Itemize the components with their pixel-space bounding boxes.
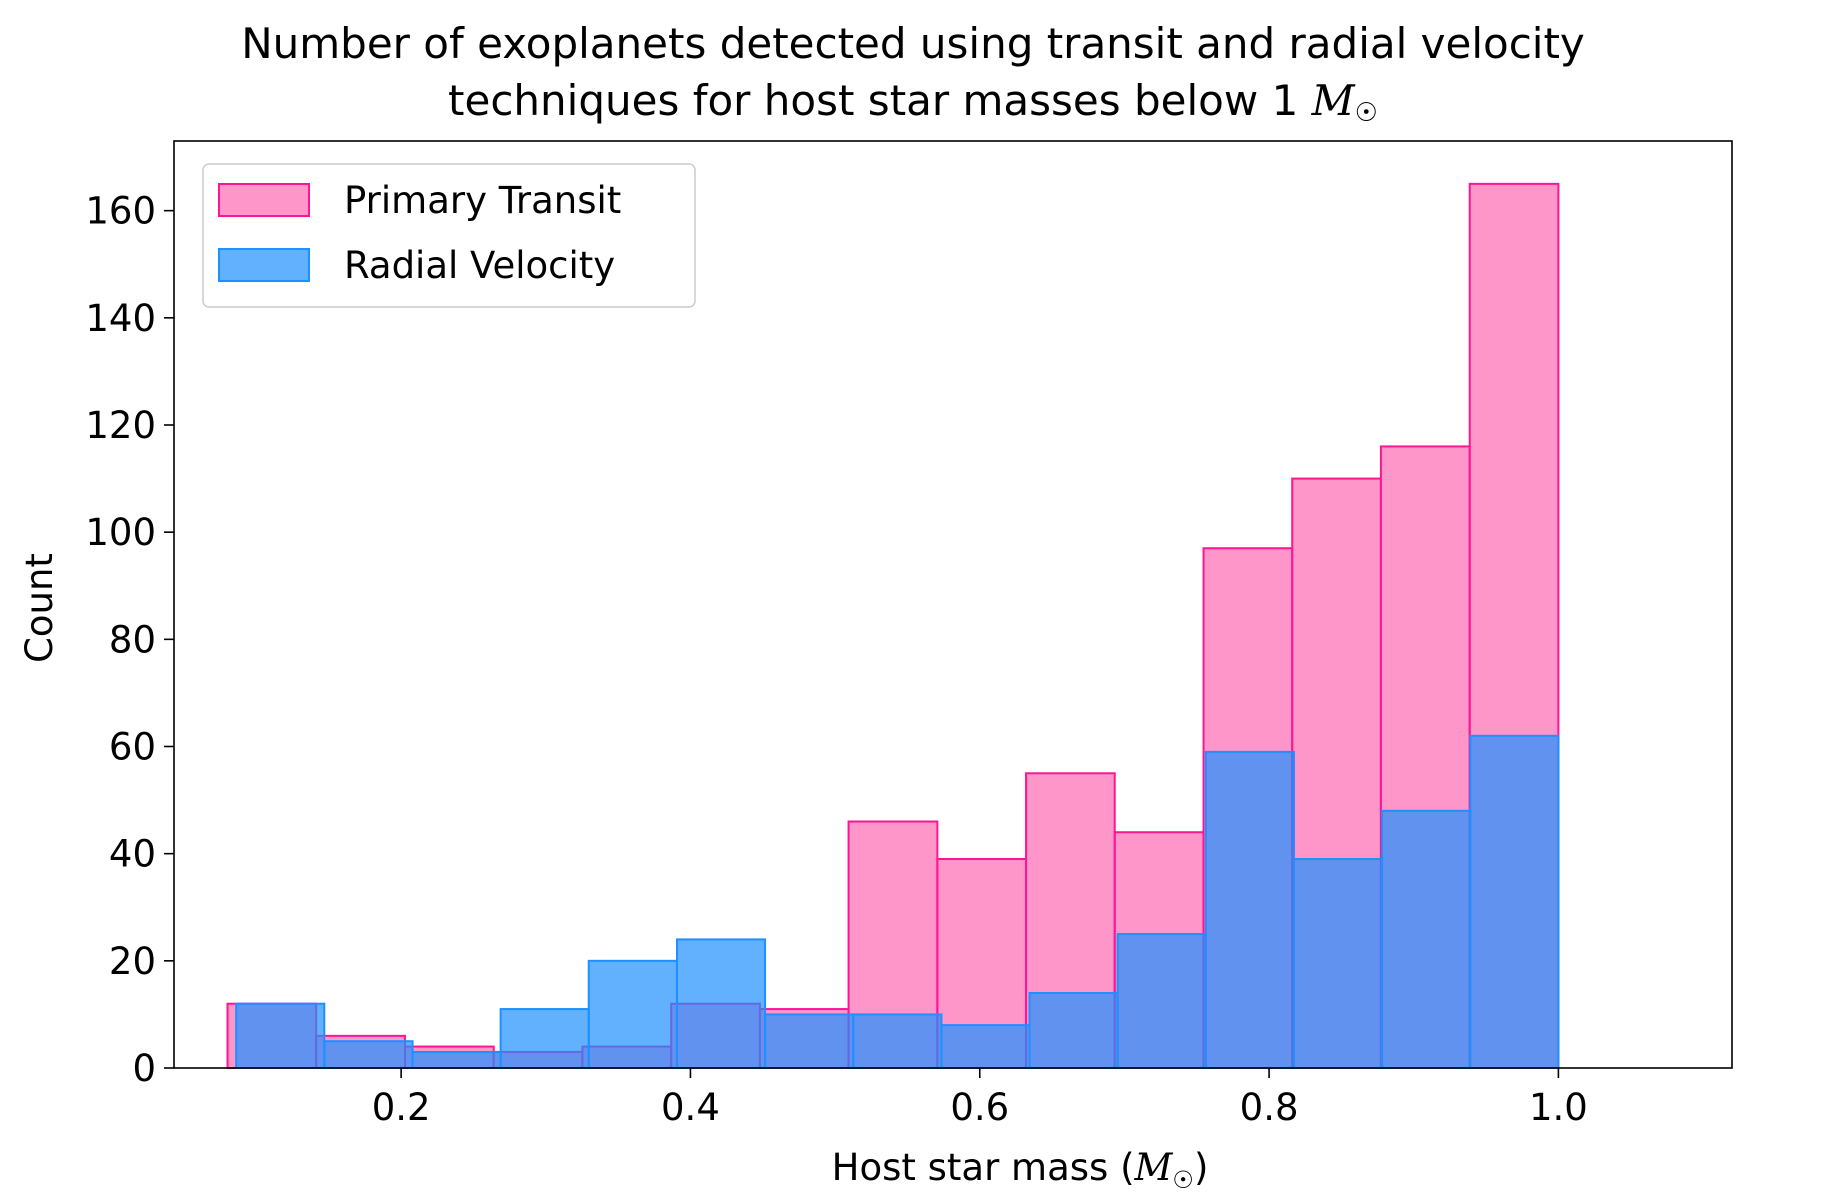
y-tick-label: 20 [109, 940, 156, 983]
chart-title-sun-symbol: ☉ [1355, 98, 1378, 128]
x-axis-label: Host star mass (M☉) [832, 1146, 1209, 1194]
legend: Primary Transit Radial Velocity [202, 163, 696, 308]
radial-velocity-bar [940, 1024, 1031, 1069]
chart-title-line1: Number of exoplanets detected using tran… [241, 19, 1585, 68]
y-tick-label: 80 [109, 618, 156, 661]
radial-velocity-bar [1028, 991, 1119, 1070]
y-axis-label: Count [18, 553, 61, 663]
x-axis-label-sun-symbol: ☉ [1172, 1166, 1194, 1194]
y-tick-label: 60 [109, 725, 156, 768]
chart-title-line2: techniques for host star masses below 1 … [448, 76, 1378, 128]
x-tick-label: 1.0 [1529, 1086, 1588, 1129]
chart-title-line2-text: techniques for host star masses below 1 [448, 76, 1312, 125]
legend-swatch-primary-transit [218, 183, 310, 217]
y-tick-label: 160 [85, 190, 156, 233]
x-axis-ticks: 0.2 0.4 0.6 0.8 1.0 [372, 1068, 1588, 1129]
x-axis-label-text: Host star mass ( [832, 1146, 1135, 1189]
x-tick-label: 0.2 [372, 1086, 431, 1129]
radial-velocity-bar [675, 938, 767, 1070]
radial-velocity-bars [235, 734, 1560, 1070]
radial-velocity-bar [499, 1008, 590, 1069]
y-axis-ticks: 0 20 40 60 80 100 120 140 160 [85, 190, 174, 1090]
x-tick-label: 0.4 [661, 1086, 720, 1129]
y-tick-label: 40 [109, 833, 156, 876]
radial-velocity-bar [1116, 933, 1207, 1069]
legend-label-radial-velocity: Radial Velocity [344, 244, 615, 287]
legend-label-primary-transit: Primary Transit [344, 179, 621, 222]
plot-frame [173, 140, 1733, 1069]
radial-velocity-bar [852, 1013, 943, 1070]
radial-velocity-bar [764, 1013, 855, 1070]
chart-title-msun: M [1311, 76, 1356, 125]
y-tick-label: 0 [132, 1047, 156, 1090]
y-tick-label: 120 [85, 404, 156, 447]
radial-velocity-bar [411, 1050, 502, 1069]
radial-velocity-bar [1292, 858, 1384, 1070]
radial-velocity-bar [587, 959, 678, 1070]
legend-box [202, 163, 696, 308]
radial-velocity-bar [1381, 809, 1472, 1069]
radial-velocity-bar [235, 1002, 326, 1069]
y-tick-label: 140 [85, 297, 156, 340]
x-tick-label: 0.6 [950, 1086, 1009, 1129]
x-axis-label-close: ) [1194, 1146, 1208, 1189]
radial-velocity-bar [1469, 734, 1560, 1069]
y-tick-label: 100 [85, 511, 156, 554]
x-axis-label-msun: M [1134, 1146, 1174, 1189]
legend-swatch-radial-velocity [218, 248, 310, 282]
x-tick-label: 0.8 [1240, 1086, 1299, 1129]
radial-velocity-bar [323, 1040, 414, 1070]
radial-velocity-bar [1204, 750, 1295, 1069]
